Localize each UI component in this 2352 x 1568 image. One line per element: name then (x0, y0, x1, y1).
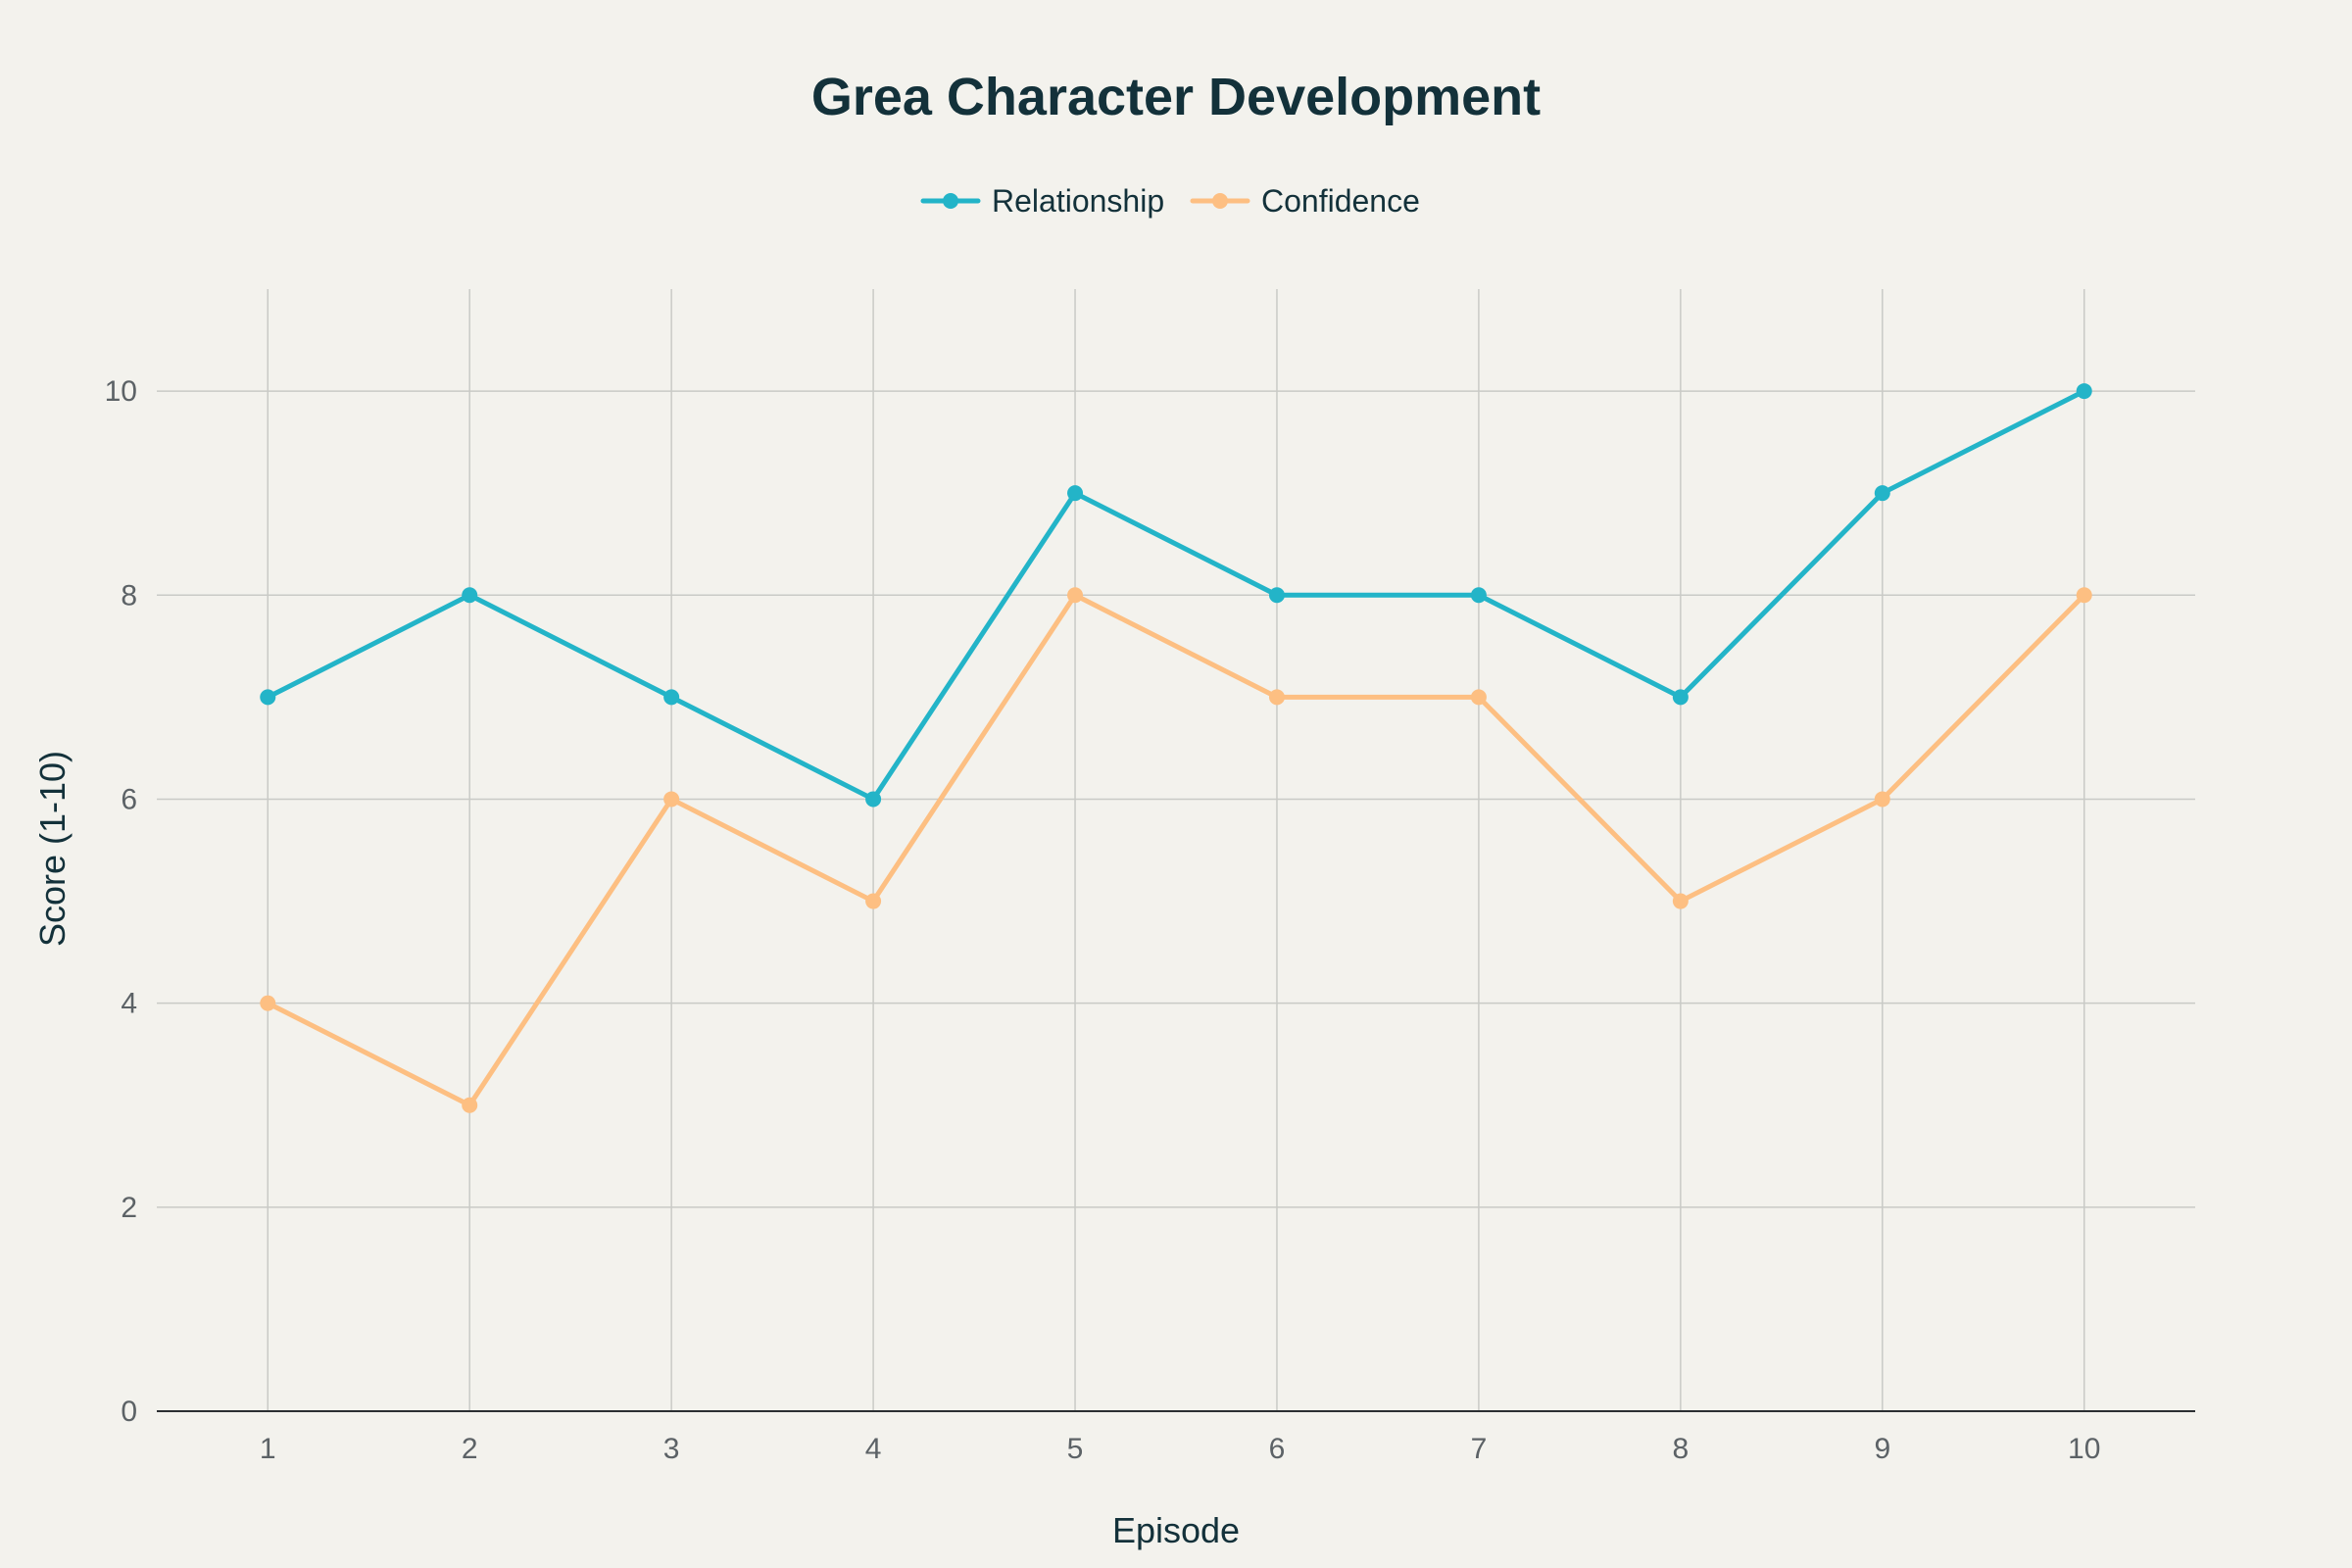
data-point-relationship[interactable] (2076, 383, 2092, 400)
data-point-confidence[interactable] (462, 1097, 478, 1113)
data-point-relationship[interactable] (462, 587, 478, 604)
x-tick-label: 6 (1269, 1433, 1286, 1465)
data-point-confidence[interactable] (1268, 689, 1285, 706)
x-axis-tick-labels: 1 2 3 4 5 6 7 8 9 10 (260, 1433, 2100, 1465)
y-axis-tick-labels: 0 2 4 6 8 10 (105, 375, 137, 1428)
y-gridlines (157, 390, 2195, 1208)
data-point-confidence[interactable] (865, 893, 882, 909)
chart-title: Grea Character Development (811, 68, 1541, 126)
legend-label: Relationship (992, 183, 1164, 219)
data-point-confidence[interactable] (1470, 689, 1487, 706)
data-point-confidence[interactable] (2076, 587, 2092, 604)
y-tick-label: 4 (121, 988, 137, 1020)
data-point-confidence[interactable] (260, 995, 276, 1011)
x-tick-label: 9 (1874, 1433, 1890, 1465)
legend-swatch-marker (1212, 193, 1228, 209)
x-tick-label: 4 (865, 1433, 882, 1465)
x-tick-label: 10 (2068, 1433, 2100, 1465)
y-tick-label: 8 (121, 579, 137, 612)
series-line-relationship (265, 388, 2087, 802)
data-point-relationship[interactable] (663, 689, 680, 706)
x-gridlines (267, 289, 2085, 1411)
x-tick-label: 3 (663, 1433, 680, 1465)
data-point-confidence[interactable] (1874, 791, 1890, 808)
y-axis-title: Score (1-10) (32, 751, 73, 947)
series-confidence (260, 587, 2092, 1113)
series-line-confidence (265, 592, 2087, 1108)
x-tick-label: 2 (462, 1433, 478, 1465)
x-axis-title: Episode (1112, 1510, 1240, 1550)
x-tick-label: 7 (1471, 1433, 1488, 1465)
data-point-relationship[interactable] (260, 689, 276, 706)
data-point-relationship[interactable] (1672, 689, 1689, 706)
data-point-confidence[interactable] (663, 791, 680, 808)
legend-item-confidence[interactable]: Confidence (1190, 183, 1420, 219)
legend-label: Confidence (1261, 183, 1420, 219)
y-tick-label: 2 (121, 1192, 137, 1224)
series-layer (260, 383, 2092, 1113)
legend[interactable]: Relationship Confidence (920, 183, 1420, 219)
data-point-relationship[interactable] (1268, 587, 1285, 604)
data-point-confidence[interactable] (1067, 587, 1084, 604)
x-tick-label: 1 (260, 1433, 276, 1465)
data-point-confidence[interactable] (1672, 893, 1689, 909)
legend-item-relationship[interactable]: Relationship (920, 183, 1164, 219)
data-point-relationship[interactable] (1874, 485, 1890, 502)
data-point-relationship[interactable] (1470, 587, 1487, 604)
legend-swatch-marker (943, 193, 958, 209)
y-tick-label: 6 (121, 783, 137, 815)
data-point-relationship[interactable] (865, 791, 882, 808)
x-tick-label: 5 (1067, 1433, 1084, 1465)
y-tick-label: 10 (105, 375, 137, 408)
x-tick-label: 8 (1673, 1433, 1690, 1465)
series-relationship (260, 383, 2092, 808)
data-point-relationship[interactable] (1067, 485, 1084, 502)
y-tick-label: 0 (121, 1396, 137, 1428)
